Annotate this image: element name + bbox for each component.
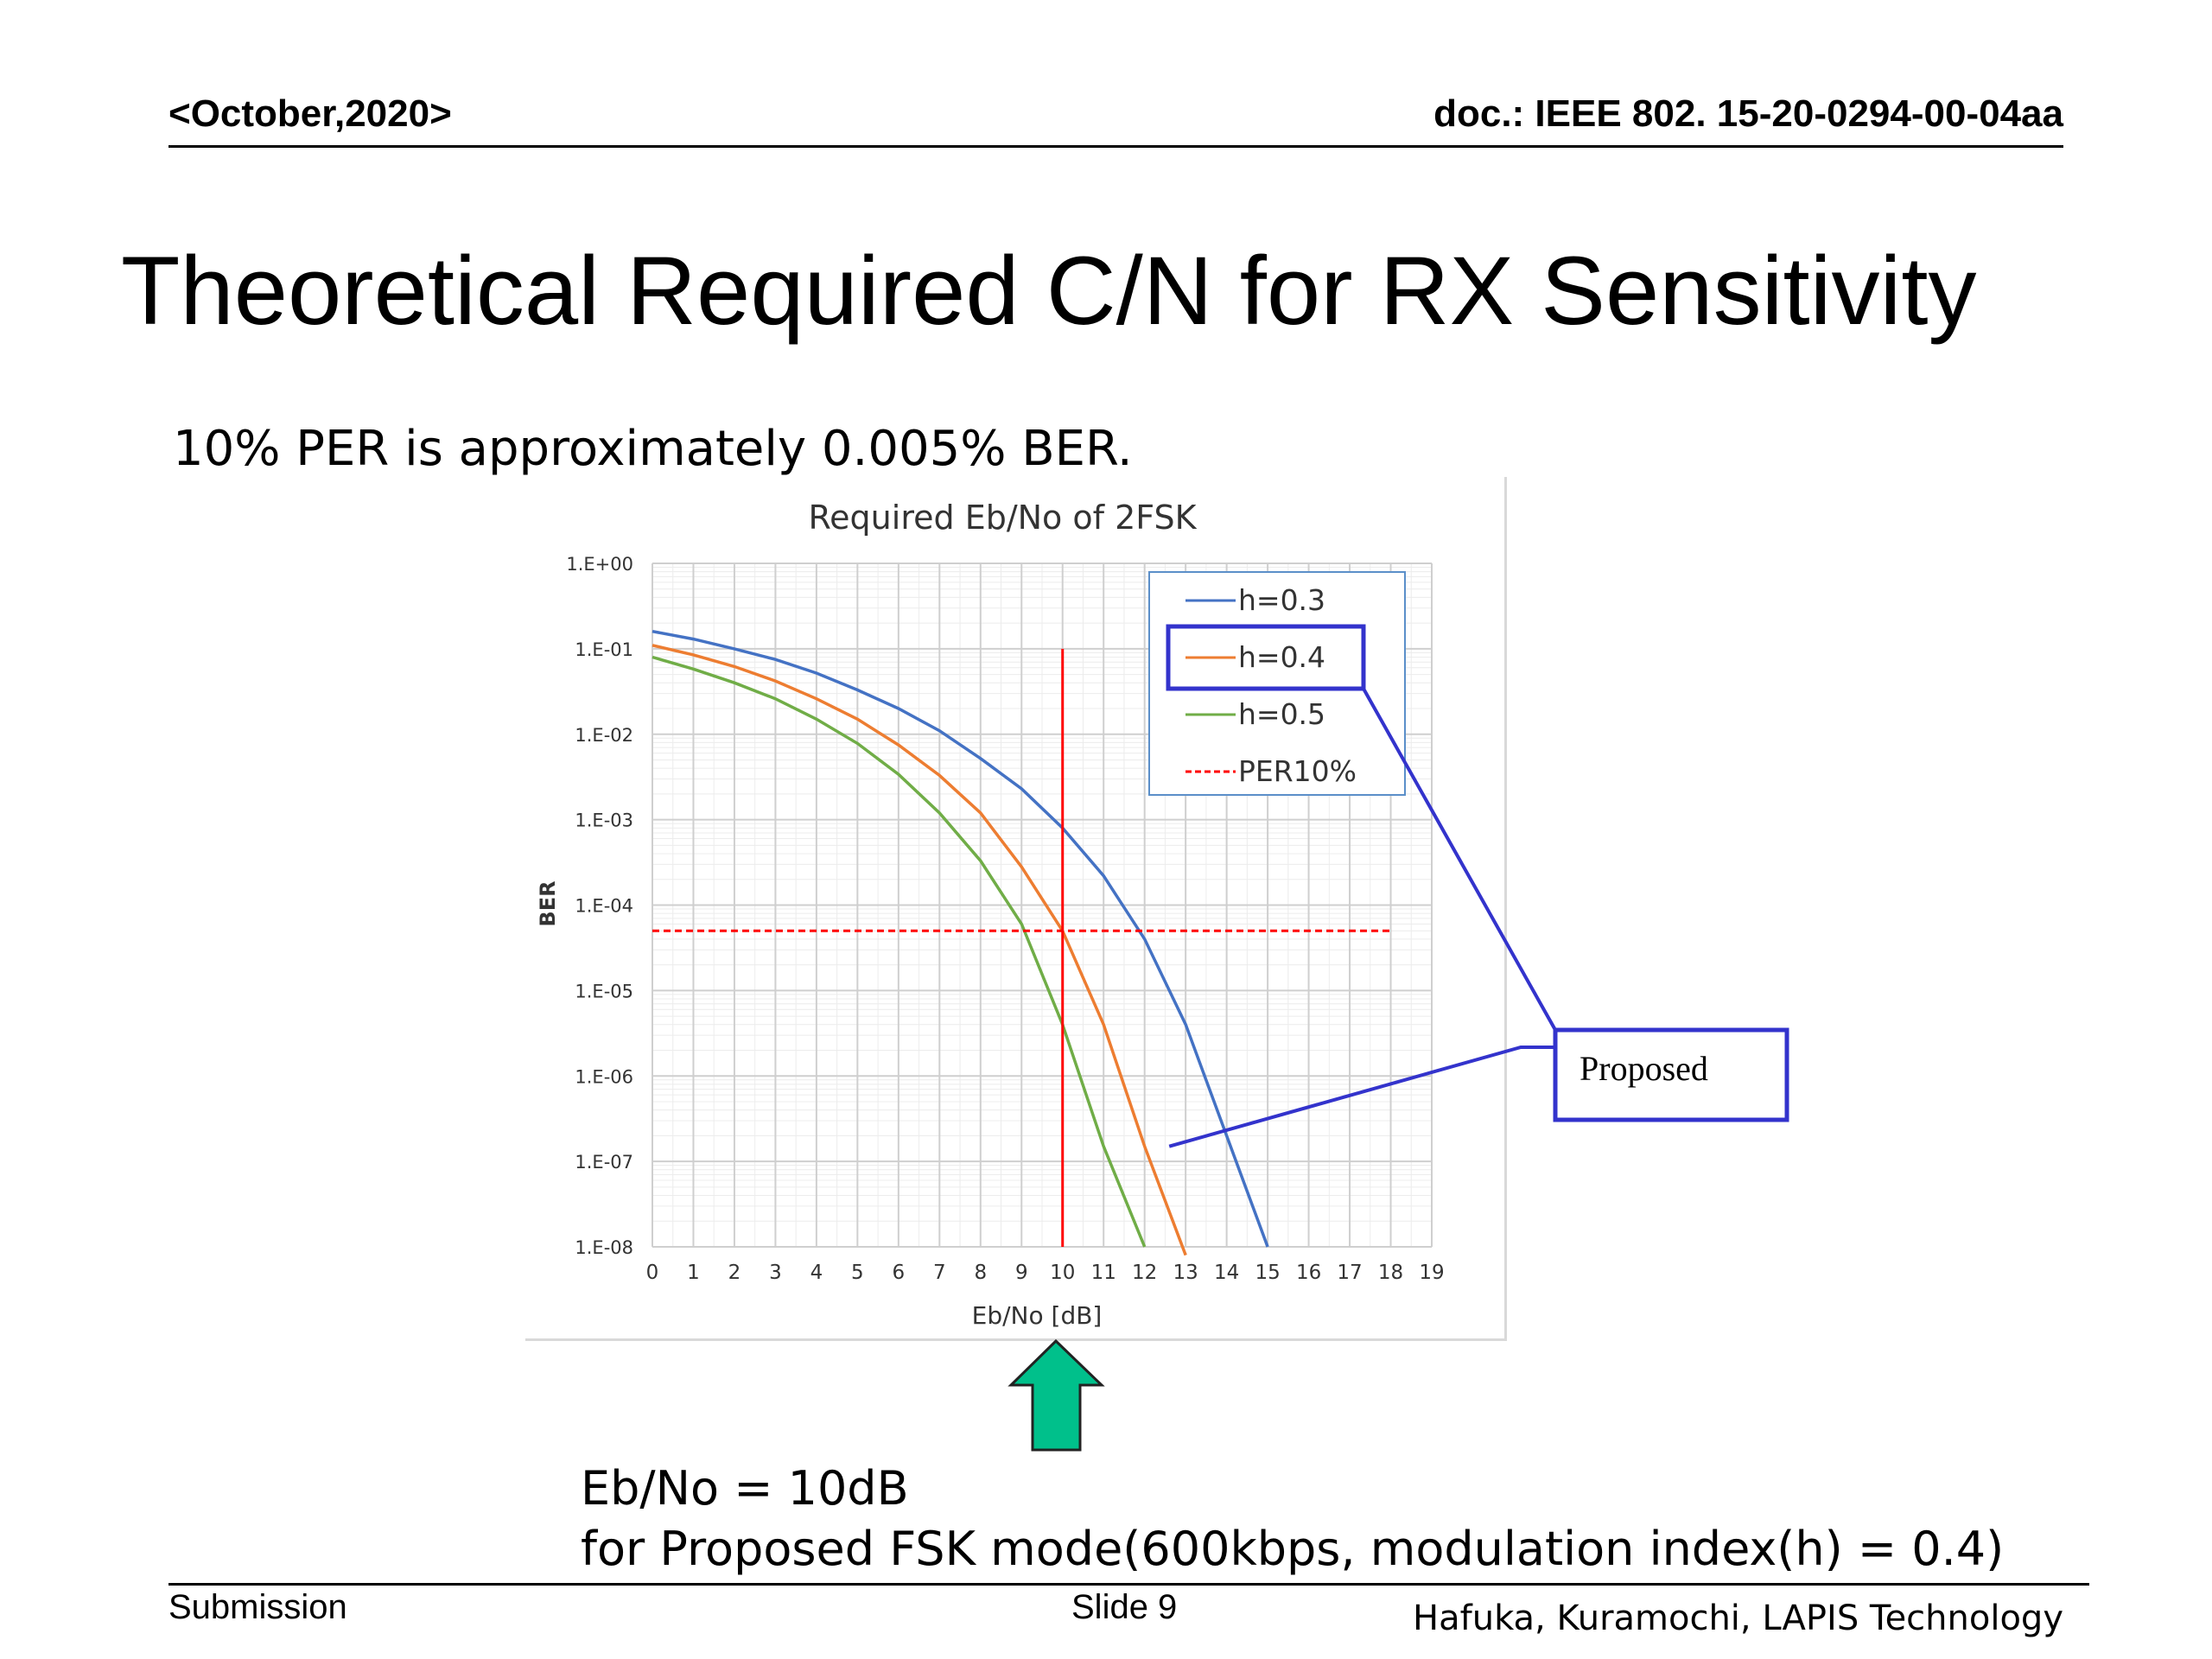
chart-series [652, 629, 1391, 1256]
x-tick-label: 11 [1091, 1262, 1116, 1284]
footer-authors: Hafuka, Kuramochi, LAPIS Technology [1413, 1599, 2063, 1638]
x-tick-label: 19 [1419, 1262, 1444, 1284]
x-tick-label: 18 [1378, 1262, 1403, 1284]
x-tick-label: 17 [1337, 1262, 1362, 1284]
callout-label: Proposed [1580, 1049, 1708, 1088]
slide-subtitle: 10% PER is approximately 0.005% BER. [173, 421, 1133, 477]
chart-callout: Proposed [1166, 624, 1789, 1148]
header-rule [168, 145, 2063, 148]
chart-title: Required Eb/No of 2FSK [808, 499, 1197, 537]
y-tick-label: 1.E-08 [575, 1237, 633, 1258]
x-tick-label: 8 [974, 1262, 987, 1284]
note-line-2: for Proposed FSK mode(600kbps, modulatio… [581, 1522, 2005, 1576]
header-date: <October,2020> [168, 92, 452, 135]
y-tick-label: 1.E-06 [575, 1066, 633, 1087]
footer-submission: Submission [168, 1588, 347, 1626]
slide-title: Theoretical Required C/N for RX Sensitiv… [121, 237, 1977, 345]
legend-entry: h=0.4 [1238, 640, 1325, 674]
x-tick-label: 6 [893, 1262, 906, 1284]
x-tick-label: 16 [1296, 1262, 1321, 1284]
y-tick-label: 1.E-03 [575, 810, 633, 831]
legend-entry: h=0.5 [1238, 697, 1325, 731]
legend-entry: h=0.3 [1238, 583, 1325, 617]
y-axis-label: BER [536, 880, 560, 926]
x-tick-label: 10 [1050, 1262, 1075, 1284]
header-doc-id: doc.: IEEE 802. 15-20-0294-00-04aa [1433, 92, 2063, 135]
chart-legend: h=0.3 h=0.4 h=0.5 PER10% [1148, 571, 1406, 796]
y-tick-label: 1.E-02 [575, 725, 633, 746]
callout-connector [1168, 1046, 1555, 1148]
x-tick-label: 7 [933, 1262, 946, 1284]
note-line-1: Eb/No = 10dB [581, 1461, 909, 1516]
x-tick-label: 0 [646, 1262, 659, 1284]
series-line-h-0-4 [652, 644, 1187, 1256]
series-line-h-0-3 [652, 629, 1269, 1248]
highlight-box [1166, 624, 1366, 691]
legend-entry: PER10% [1238, 754, 1357, 788]
y-tick-label: 1.E-04 [575, 896, 633, 917]
x-axis-label: Eb/No [dB] [972, 1301, 1103, 1330]
x-tick-label: 13 [1173, 1262, 1198, 1284]
chart-axes: 1.E+00 1.E-01 1.E-02 1.E-03 1.E-04 1.E-05 1.E-… [566, 554, 1444, 1284]
x-tick-label: 2 [728, 1262, 741, 1284]
result-note: Eb/No = 10dB for Proposed FSK mode(600kb… [581, 1459, 2004, 1580]
x-tick-label: 1 [687, 1262, 700, 1284]
chart-frame [525, 477, 1507, 1341]
y-tick-label: 1.E-05 [575, 981, 633, 1001]
x-tick-label: 3 [769, 1262, 782, 1284]
y-tick-label: 1.E+00 [566, 554, 633, 575]
x-tick-label: 4 [810, 1262, 823, 1284]
x-tick-label: 14 [1214, 1262, 1239, 1284]
x-tick-label: 5 [851, 1262, 864, 1284]
footer-rule [168, 1583, 2089, 1586]
x-tick-label: 9 [1015, 1262, 1028, 1284]
x-tick-label: 12 [1132, 1262, 1157, 1284]
footer-slide-number: Slide 9 [1071, 1588, 1178, 1626]
up-arrow-icon [1007, 1338, 1105, 1452]
x-tick-label: 15 [1255, 1262, 1280, 1284]
callout-box [1553, 1027, 1789, 1122]
callout-connector [1362, 688, 1557, 1031]
y-tick-label: 1.E-01 [575, 639, 633, 660]
y-tick-label: 1.E-07 [575, 1152, 633, 1173]
